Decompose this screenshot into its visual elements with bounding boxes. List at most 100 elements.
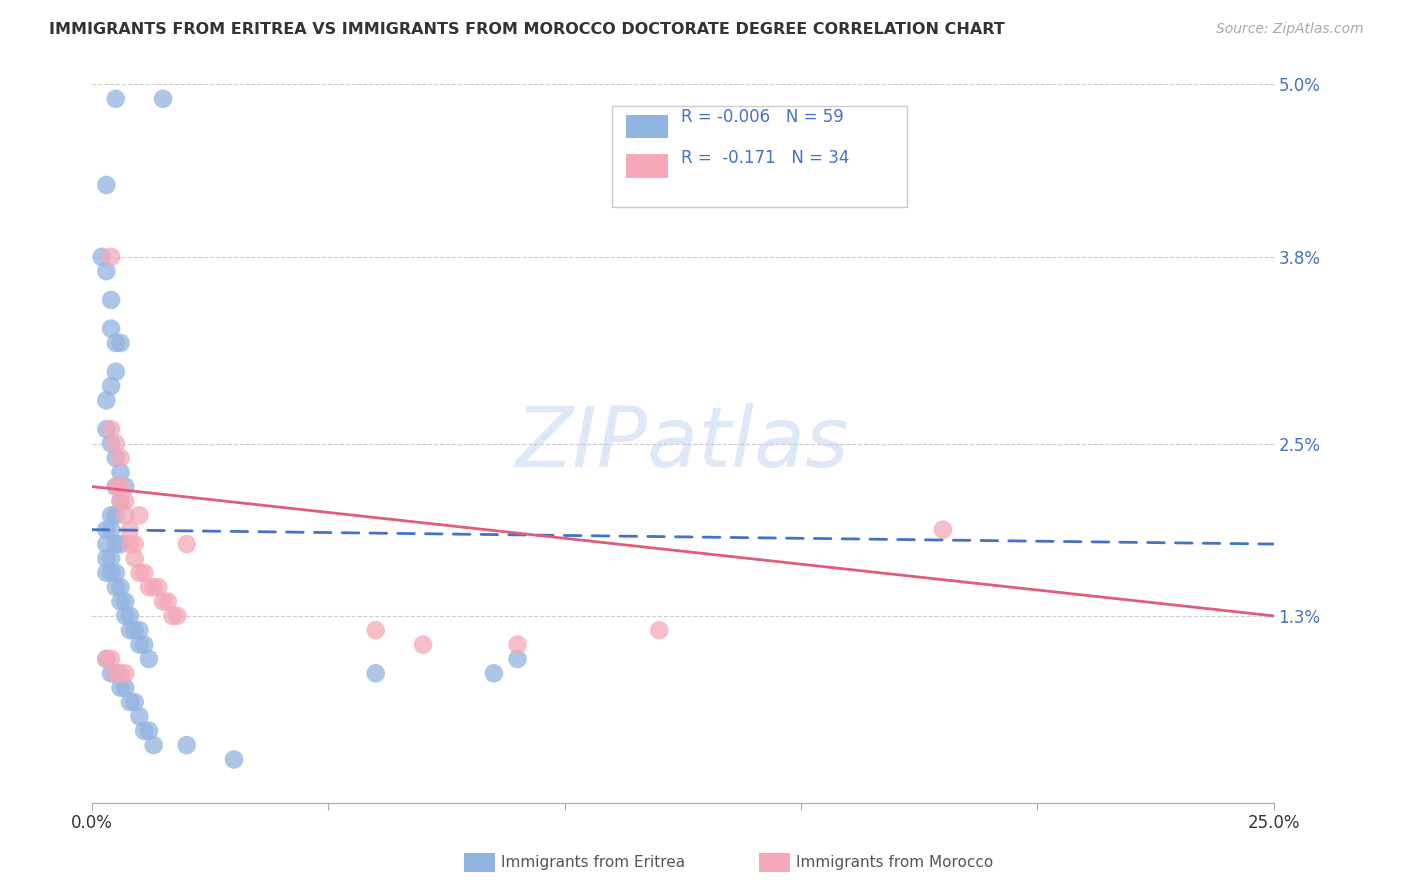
Point xyxy=(152,594,174,608)
Point xyxy=(118,537,141,551)
FancyBboxPatch shape xyxy=(626,154,668,178)
Point xyxy=(110,450,132,465)
Point xyxy=(100,379,122,393)
Text: R =  -0.171   N = 34: R = -0.171 N = 34 xyxy=(681,149,849,167)
Point xyxy=(104,508,127,523)
Point xyxy=(222,752,245,766)
Point xyxy=(110,494,132,508)
Point xyxy=(138,723,160,738)
Point xyxy=(506,652,529,666)
Point xyxy=(110,594,132,608)
Point xyxy=(100,293,122,307)
Point xyxy=(104,580,127,594)
Point xyxy=(166,608,188,623)
Point xyxy=(110,494,132,508)
FancyBboxPatch shape xyxy=(626,114,668,138)
Point xyxy=(104,666,127,681)
Point xyxy=(506,638,529,652)
Point xyxy=(156,594,179,608)
Point xyxy=(96,652,118,666)
Point xyxy=(96,652,118,666)
Point xyxy=(104,537,127,551)
Point xyxy=(124,624,146,638)
Point xyxy=(110,537,132,551)
Point xyxy=(128,709,150,723)
Point xyxy=(110,336,132,351)
Point xyxy=(104,92,127,106)
Point xyxy=(176,738,198,752)
Point xyxy=(162,608,184,623)
Point xyxy=(100,321,122,335)
Point xyxy=(118,608,141,623)
Point xyxy=(96,264,118,278)
Point xyxy=(124,695,146,709)
Point xyxy=(118,695,141,709)
Point xyxy=(482,666,505,681)
Point xyxy=(128,638,150,652)
Point xyxy=(100,250,122,264)
Point xyxy=(100,436,122,450)
Text: IMMIGRANTS FROM ERITREA VS IMMIGRANTS FROM MOROCCO DOCTORATE DEGREE CORRELATION : IMMIGRANTS FROM ERITREA VS IMMIGRANTS FR… xyxy=(49,22,1005,37)
Point xyxy=(114,681,136,695)
Point xyxy=(104,436,127,450)
Point xyxy=(110,580,132,594)
Point xyxy=(412,638,434,652)
Point xyxy=(128,508,150,523)
Point xyxy=(134,723,156,738)
Text: Immigrants from Morocco: Immigrants from Morocco xyxy=(796,855,993,870)
Point xyxy=(100,551,122,566)
Point xyxy=(932,523,955,537)
Point xyxy=(152,92,174,106)
Point xyxy=(138,652,160,666)
Point xyxy=(138,580,160,594)
Text: Immigrants from Eritrea: Immigrants from Eritrea xyxy=(501,855,685,870)
Point xyxy=(104,666,127,681)
Point xyxy=(364,666,387,681)
Point xyxy=(134,566,156,580)
Point xyxy=(142,738,165,752)
Point xyxy=(96,178,118,192)
Point xyxy=(110,480,132,494)
Point xyxy=(110,465,132,479)
Point xyxy=(100,566,122,580)
Point xyxy=(96,422,118,436)
Point xyxy=(114,508,136,523)
Point xyxy=(104,450,127,465)
Point xyxy=(648,624,671,638)
Point xyxy=(96,551,118,566)
Point xyxy=(134,638,156,652)
Point xyxy=(104,480,127,494)
Point xyxy=(148,580,170,594)
Point xyxy=(118,624,141,638)
Point xyxy=(114,494,136,508)
Point xyxy=(100,422,122,436)
Point xyxy=(100,666,122,681)
Point xyxy=(124,551,146,566)
Point xyxy=(96,523,118,537)
FancyBboxPatch shape xyxy=(612,106,907,207)
Point xyxy=(110,666,132,681)
Point xyxy=(110,681,132,695)
Point xyxy=(96,566,118,580)
Point xyxy=(114,666,136,681)
Point xyxy=(100,508,122,523)
Text: ZIPatlas: ZIPatlas xyxy=(516,403,849,484)
Point xyxy=(142,580,165,594)
Point xyxy=(90,250,112,264)
Point xyxy=(176,537,198,551)
Text: Source: ZipAtlas.com: Source: ZipAtlas.com xyxy=(1216,22,1364,37)
Point xyxy=(96,537,118,551)
Text: R = -0.006   N = 59: R = -0.006 N = 59 xyxy=(681,109,844,127)
Point xyxy=(128,624,150,638)
Point xyxy=(114,480,136,494)
Point xyxy=(114,608,136,623)
Point xyxy=(364,624,387,638)
Point xyxy=(118,523,141,537)
Point xyxy=(104,365,127,379)
Point xyxy=(100,652,122,666)
Point xyxy=(100,523,122,537)
Point xyxy=(124,537,146,551)
Point xyxy=(104,480,127,494)
Point xyxy=(96,393,118,408)
Point xyxy=(128,566,150,580)
